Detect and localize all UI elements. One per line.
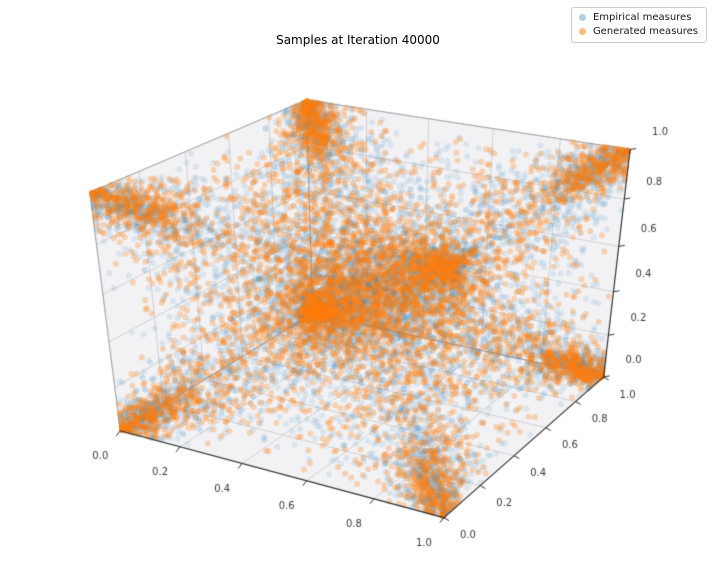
legend-entry-generated: Generated measures — [578, 26, 698, 37]
legend-label-generated: Generated measures — [592, 26, 698, 37]
legend-label-empirical: Empirical measures — [592, 12, 692, 23]
generated-marker-icon — [578, 28, 586, 35]
legend: Empirical measures Generated measures — [570, 7, 707, 43]
legend-entry-empirical: Empirical measures — [578, 12, 698, 23]
empirical-marker-icon — [578, 14, 586, 21]
chart-title: Samples at Iteration 40000 — [276, 33, 440, 47]
